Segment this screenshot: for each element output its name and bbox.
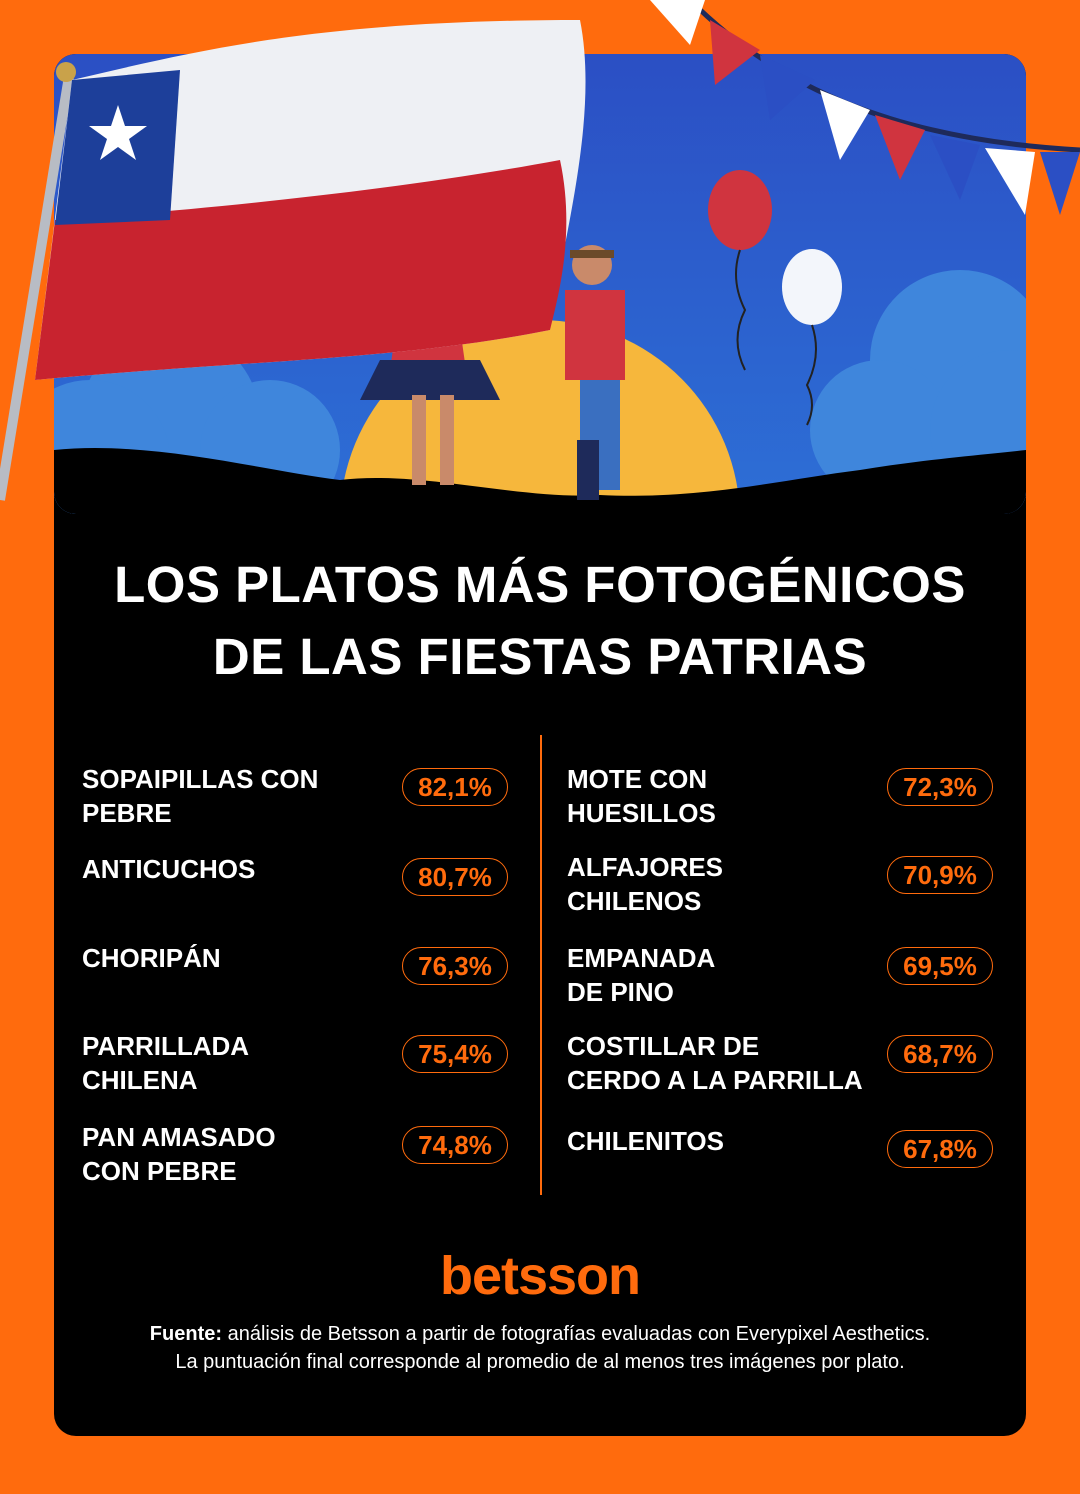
dish-name: ALFAJORES CHILENOS — [567, 850, 723, 918]
dish-score: 82,1% — [402, 768, 508, 806]
dish-name: CHILENITOS — [567, 1124, 724, 1158]
dish-name-line: MOTE CON — [567, 764, 708, 794]
footer-text: análisis de Betsson a partir de fotograf… — [227, 1323, 931, 1345]
dish-name-line: CHORIPÁN — [82, 943, 221, 973]
column-divider — [540, 735, 542, 1195]
dish-score: 69,5% — [887, 947, 993, 985]
dish-name: EMPANADA DE PINO — [567, 941, 715, 1009]
dish-name: MOTE CON HUESILLOS — [567, 762, 716, 830]
brand-logo: betsson — [439, 1246, 641, 1306]
dish-score: 72,3% — [887, 768, 993, 806]
dish-score: 70,9% — [887, 856, 993, 894]
dish-name: PAN AMASADO CON PEBRE — [82, 1120, 276, 1188]
dish-name: SOPAIPILLAS CON PEBRE — [82, 762, 318, 830]
footer-line: La puntuación final corresponde al prome… — [0, 1351, 1080, 1374]
dish-name-line: HUESILLOS — [567, 798, 716, 828]
dish-score: 68,7% — [887, 1035, 993, 1073]
dish-name-line: CHILENA — [82, 1065, 198, 1095]
dish-name-line: PARRILLADA — [82, 1031, 250, 1061]
dish-name-line: COSTILLAR DE — [567, 1031, 760, 1061]
dish-name-line: EMPANADA — [567, 943, 716, 973]
dish-name: ANTICUCHOS — [82, 852, 255, 886]
dish-name-line: CON PEBRE — [82, 1156, 237, 1186]
dish-score: 75,4% — [402, 1035, 508, 1073]
dish-name: PARRILLADA CHILENA — [82, 1029, 249, 1097]
dish-score: 67,8% — [887, 1130, 993, 1168]
dish-name-line: SOPAIPILLAS CON — [82, 764, 319, 794]
dish-name-line: PAN AMASADO — [82, 1122, 276, 1152]
dish-score: 74,8% — [402, 1126, 508, 1164]
dish-name-line: CERDO A LA PARRILLA — [567, 1065, 863, 1095]
dish-name-line: DE PINO — [567, 977, 674, 1007]
dish-name-line: CHILENOS — [567, 886, 702, 916]
dish-score: 80,7% — [402, 858, 508, 896]
dish-name-line: ANTICUCHOS — [82, 854, 256, 884]
footer-text: La puntuación final corresponde al prome… — [175, 1351, 905, 1373]
dish-name-line: PEBRE — [82, 798, 172, 828]
dish-name-line: ALFAJORES — [567, 852, 724, 882]
dish-name: CHORIPÁN — [82, 941, 221, 975]
title-line: DE LAS FIESTAS PATRIAS — [212, 628, 868, 685]
dish-name-line: CHILENITOS — [567, 1126, 724, 1156]
header-illustration — [0, 0, 1080, 514]
title-line: LOS PLATOS MÁS FOTOGÉNICOS — [114, 556, 966, 613]
dish-score: 76,3% — [402, 947, 508, 985]
dish-name: COSTILLAR DE CERDO A LA PARRILLA — [567, 1029, 863, 1097]
footer-line: Fuente: análisis de Betsson a partir de … — [0, 1323, 1080, 1346]
footer-label: Fuente: — [149, 1323, 223, 1345]
